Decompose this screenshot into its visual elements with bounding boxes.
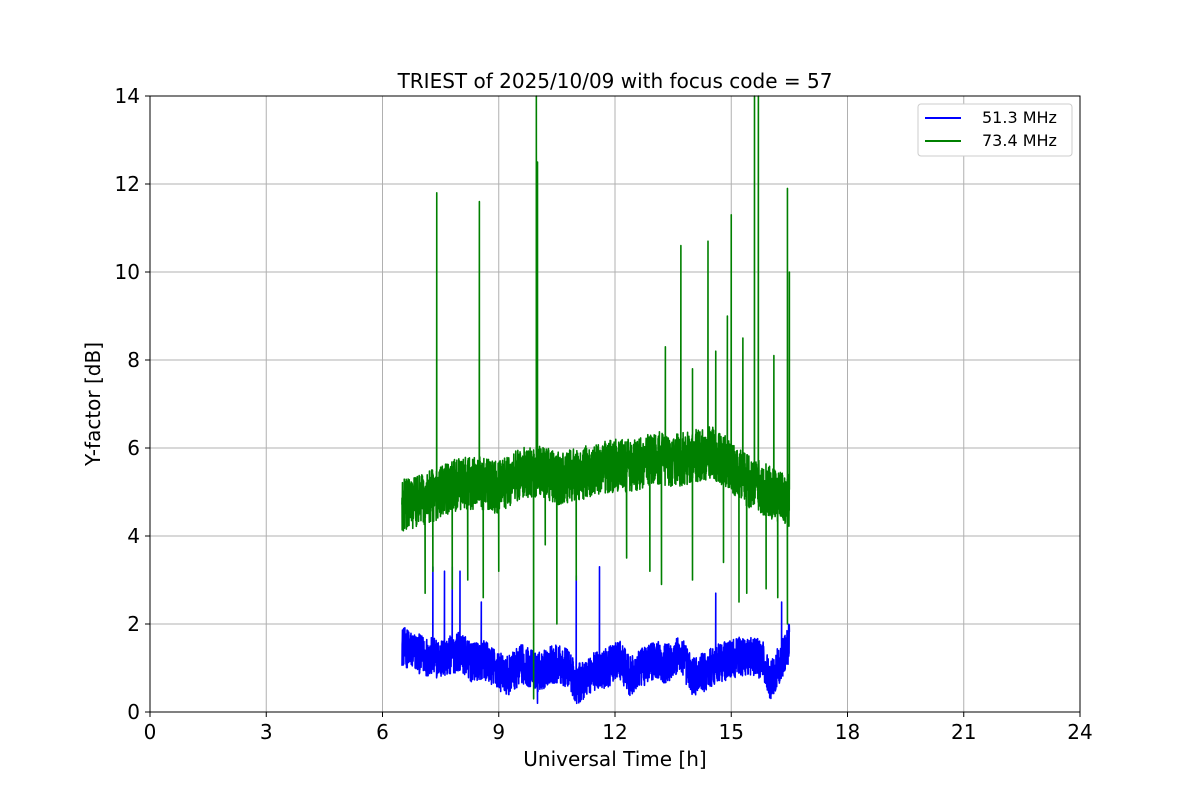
y-tick-label: 4 [127,524,140,548]
x-tick-label: 18 [835,720,860,744]
x-tick-label: 15 [719,720,744,744]
y-tick-label: 8 [127,348,140,372]
x-axis-label: Universal Time [h] [523,747,706,771]
x-tick-label: 21 [951,720,976,744]
legend-label-51-3: 51.3 MHz [982,108,1057,127]
y-tick-label: 0 [127,700,140,724]
legend-label-73-4: 73.4 MHz [982,131,1057,150]
x-tick-label: 12 [602,720,627,744]
x-tick-label: 3 [260,720,273,744]
grid [149,95,1081,713]
y-tick-label: 6 [127,436,140,460]
y-tick-label: 2 [127,612,140,636]
x-tick-label: 6 [376,720,389,744]
y-tick-label: 10 [115,260,140,284]
y-tick-label: 12 [115,172,140,196]
y-tick-label: 14 [115,84,140,108]
x-tick-label: 0 [144,720,157,744]
series-line-73-4-mhz [401,95,791,700]
x-tick-label: 24 [1067,720,1092,744]
legend: 51.3 MHz 73.4 MHz [917,103,1073,157]
x-tick-label: 9 [492,720,505,744]
y-axis-label: Y-factor [dB] [81,342,105,467]
series-line-51-3-mhz [401,566,791,705]
chart-title: TRIEST of 2025/10/09 with focus code = 5… [397,69,833,93]
series-layer [401,95,791,705]
